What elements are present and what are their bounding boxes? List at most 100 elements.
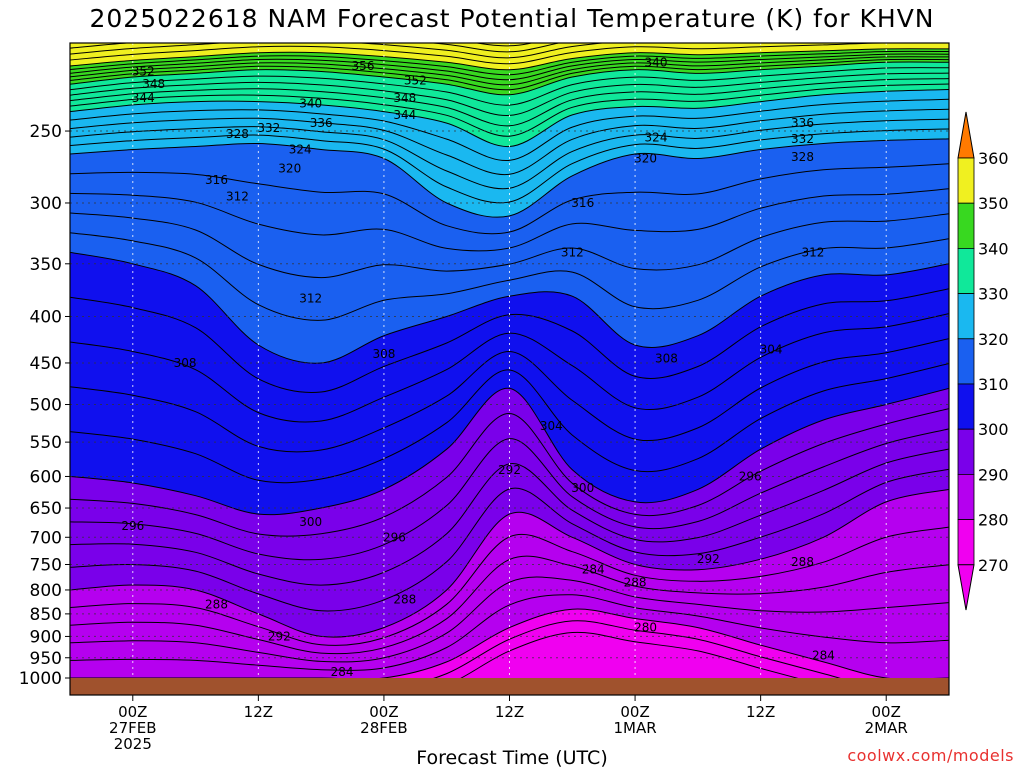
isentrope-line — [70, 576, 949, 663]
contour-label: 344 — [132, 91, 155, 105]
contour-label: 336 — [310, 116, 333, 130]
isentrope-line — [70, 163, 949, 235]
contour-label: 308 — [174, 356, 197, 370]
x-tick-label: 2MAR — [865, 719, 908, 737]
isentrope-line — [70, 43, 949, 65]
ground-surface — [70, 678, 949, 695]
contour-label: 348 — [142, 77, 165, 91]
isentrope-line — [70, 428, 949, 561]
colorbar-label: 360 — [978, 149, 1009, 168]
isentrope-line — [70, 594, 949, 671]
isentrope-line — [70, 108, 949, 176]
isentrope-line — [70, 363, 949, 484]
colorbar-label: 340 — [978, 239, 1009, 258]
contour-label: 356 — [352, 59, 375, 73]
contour-label: 340 — [299, 96, 322, 110]
y-axis: 2503003504004505005506006507007508008509… — [19, 122, 70, 689]
contour-label: 352 — [404, 74, 427, 88]
contour-label: 324 — [645, 130, 668, 144]
y-tick-label: 1000 — [19, 669, 62, 689]
contour-label: 312 — [226, 189, 249, 203]
contour-label: 352 — [132, 65, 155, 79]
colorbar-label: 320 — [978, 330, 1009, 349]
x-tick-label: 00Z — [369, 703, 398, 721]
isentrope-line — [70, 56, 949, 86]
colorbar-label: 280 — [978, 511, 1009, 530]
isentrope-line — [70, 78, 949, 127]
contour-label: 312 — [561, 245, 584, 259]
contour-label: 312 — [299, 291, 322, 305]
isentrope-line — [70, 313, 949, 423]
isentrope-line — [70, 13, 949, 34]
isentrope-line — [70, 387, 949, 516]
colorbar-swatch — [957, 247, 975, 294]
colorbar-swatch — [957, 338, 975, 385]
contour-label: 332 — [791, 132, 814, 146]
y-tick-label: 350 — [30, 255, 62, 275]
y-tick-label: 450 — [30, 354, 62, 374]
x-tick-label: 00Z — [872, 703, 901, 721]
colorbar-swatch — [957, 428, 975, 475]
isentrope-line — [70, 232, 949, 321]
y-tick-label: 300 — [30, 194, 62, 214]
colorbar-swatch — [957, 564, 975, 611]
x-axis-label: Forecast Time (UTC) — [416, 747, 608, 769]
colorbar-label: 300 — [978, 420, 1009, 439]
colorbar-label: 330 — [978, 285, 1009, 304]
colorbar-label: 290 — [978, 465, 1009, 484]
contour-label: 328 — [226, 127, 249, 141]
contour-label: 344 — [393, 108, 416, 122]
y-tick-label: 900 — [30, 627, 62, 647]
y-tick-label: 650 — [30, 499, 62, 519]
contour-label-layer: 3523483443563523483443403363323283243203… — [121, 55, 835, 679]
contour-label: 324 — [289, 143, 312, 157]
contour-label: 312 — [802, 245, 825, 259]
chart-title: 2025022618 NAM Forecast Potential Temper… — [89, 4, 935, 33]
y-tick-label: 800 — [30, 581, 62, 601]
isentrope-line — [70, 19, 949, 40]
contour-label: 288 — [205, 597, 228, 611]
contour-label: 300 — [299, 515, 322, 529]
contour-label: 332 — [257, 121, 280, 135]
isentrope-line — [70, 128, 949, 204]
isentrope-line — [70, 408, 949, 537]
contour-label: 288 — [791, 555, 814, 569]
credit-link[interactable]: coolwx.com/models — [847, 746, 1014, 765]
isentrope-line — [70, 43, 562, 53]
contour-label: 296 — [121, 519, 144, 533]
colorbar-label: 310 — [978, 375, 1009, 394]
y-tick-label: 250 — [30, 122, 62, 142]
x-tick-label: 2025 — [114, 735, 152, 753]
contour-label: 308 — [655, 352, 678, 366]
x-tick-label: 00Z — [118, 703, 147, 721]
isentrope-line — [70, 48, 949, 71]
x-tick-label: 12Z — [746, 703, 775, 721]
y-tick-label: 550 — [30, 433, 62, 453]
isentrope-line — [70, 67, 949, 106]
colorbar-swatch — [957, 519, 975, 566]
y-tick-label: 500 — [30, 396, 62, 416]
x-tick-label: 00Z — [620, 703, 649, 721]
y-tick-label: 950 — [30, 649, 62, 669]
y-tick-label: 850 — [30, 605, 62, 625]
isentrope-line — [70, 138, 949, 218]
y-tick-label: 750 — [30, 555, 62, 575]
contour-label: 280 — [634, 621, 657, 635]
isentrope-line — [70, 338, 949, 453]
isentrope-line — [70, 83, 949, 137]
x-tick-label: 1MAR — [613, 719, 656, 737]
contour-label: 328 — [791, 150, 814, 164]
colorbar-label: 270 — [978, 556, 1009, 575]
contour-label: 284 — [582, 563, 605, 577]
grid-layer — [70, 43, 949, 695]
x-tick-label: 28FEB — [360, 719, 407, 737]
contour-label: 292 — [697, 552, 720, 566]
contour-label: 300 — [571, 481, 594, 495]
contour-label: 320 — [634, 151, 657, 165]
isentrope-line — [70, 61, 949, 96]
colorbar-swatch — [957, 473, 975, 520]
x-tick-label: 12Z — [244, 703, 273, 721]
colorbar-swatch — [957, 383, 975, 430]
